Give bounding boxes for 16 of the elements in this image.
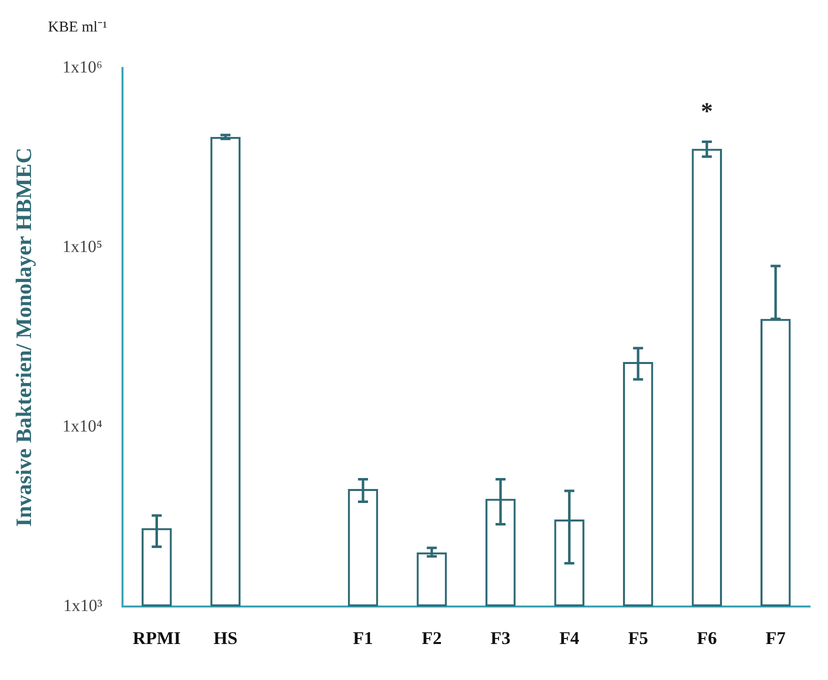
y-tick-label: 1x10⁶ (62, 57, 102, 76)
x-tick-label: RPMI (132, 628, 181, 648)
y-tick-label: 1x10³ (63, 596, 102, 615)
x-tick-label: F4 (559, 628, 580, 648)
y-axis-title: Invasive Bakterien/ Monolayer HBMEC (10, 148, 36, 527)
annotation: * (700, 99, 713, 126)
x-tick-label: HS (213, 628, 238, 648)
x-tick-label: F1 (353, 628, 374, 648)
x-tick-label: F7 (766, 628, 786, 648)
x-tick-label: F5 (628, 628, 648, 648)
y-tick-label: 1x10⁴ (62, 416, 102, 436)
y-tick-label: 1x10⁵ (62, 236, 102, 256)
x-tick-label: F6 (696, 628, 717, 648)
x-tick-label: F3 (490, 628, 511, 648)
x-tick-label: F2 (422, 628, 442, 648)
text: KBE ml⁻¹ (48, 19, 108, 36)
